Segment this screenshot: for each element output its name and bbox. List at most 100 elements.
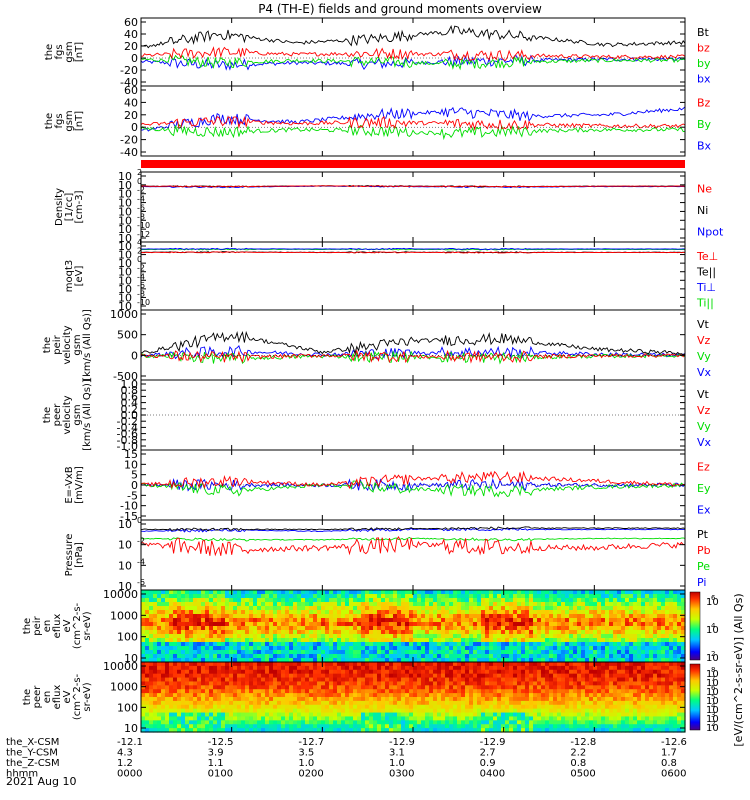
svg-text:-5: -5 xyxy=(127,489,138,502)
svg-text:-8: -8 xyxy=(137,289,145,298)
legend-vt: Vt xyxy=(697,388,710,401)
svg-text:10: 10 xyxy=(706,597,719,608)
ytick-label: 10 2 xyxy=(118,168,142,183)
ytick-label: 10 -10 xyxy=(118,298,150,313)
ytick-label: -0.2 xyxy=(117,415,138,428)
ephemeris-value: -12.9 xyxy=(480,737,506,748)
mode-bar xyxy=(141,160,685,168)
panel-10-ylabel: en xyxy=(42,691,53,704)
legend-ti: Ti⊥ xyxy=(696,281,716,294)
svg-text:4: 4 xyxy=(711,622,716,630)
legend-bt: Bt xyxy=(697,26,710,39)
series-ne xyxy=(141,184,685,188)
ytick-label: 10000 xyxy=(103,588,138,601)
panel-7-ylabel: E=-VxB xyxy=(64,466,75,503)
ytick-label: 10 -6 xyxy=(118,281,145,296)
panel-9-ylabel: eV xyxy=(62,619,73,632)
ephemeris-value: -12.5 xyxy=(208,737,234,748)
svg-text:-2: -2 xyxy=(137,264,145,273)
ytick-label: 100 xyxy=(117,631,138,644)
colorbar-10 xyxy=(689,663,701,731)
colorbar-tick: 104 xyxy=(706,702,719,716)
svg-text:20: 20 xyxy=(124,109,138,122)
svg-text:10: 10 xyxy=(118,170,132,183)
svg-text:10: 10 xyxy=(118,249,132,262)
ephemeris-value: -12.6 xyxy=(661,737,687,748)
svg-text:60: 60 xyxy=(124,84,138,97)
series-bt xyxy=(141,24,685,49)
svg-text:10: 10 xyxy=(706,653,719,664)
panel-9-ylabel: peir xyxy=(32,615,43,635)
ytick-label: 10 -6 xyxy=(118,203,145,218)
ephemeris-value: 0200 xyxy=(298,769,323,780)
series-pe xyxy=(141,536,685,542)
series-vt xyxy=(141,330,685,355)
ephemeris-value: 0.8 xyxy=(570,758,586,769)
series-npot xyxy=(141,185,685,189)
ytick-label: 10 2 xyxy=(118,247,142,262)
ytick-label: 40 xyxy=(124,28,138,41)
ephemeris-value: 2.2 xyxy=(570,748,586,759)
ytick-label: 1.0 xyxy=(121,378,139,391)
panel-6-ylabel: peer xyxy=(52,403,63,427)
ytick-label: -0.8 xyxy=(117,434,138,447)
ytick-label: 40 xyxy=(124,96,138,109)
svg-text:2: 2 xyxy=(711,650,715,658)
colorbar-tick: 104 xyxy=(706,622,719,636)
ytick-label: 10 -2 xyxy=(118,186,145,201)
panel-10-ylabel: eflux xyxy=(52,685,63,710)
colorbar-tick: 102 xyxy=(706,650,719,664)
panel-2-ylabel: gsm xyxy=(64,110,75,131)
panel-4-ylabel: moqt3 xyxy=(64,260,75,293)
svg-text:10: 10 xyxy=(118,205,132,218)
series-te xyxy=(141,251,685,254)
panel-6-ylabel: the xyxy=(42,407,53,423)
ephemeris-value: -12.9 xyxy=(389,737,415,748)
ytick-label: 10000 xyxy=(103,660,138,673)
date-label: 2021 Aug 10 xyxy=(6,775,76,788)
ephemeris-value: 1.2 xyxy=(117,758,133,769)
ephemeris-table: the_X-CSM -12.1 -12.5 -12.7 -12.9 -12.9 -12.8 -… xyxy=(6,737,687,780)
ytick-label: 60 xyxy=(124,84,138,97)
svg-text:2: 2 xyxy=(137,168,142,177)
ephemeris-value: 1.7 xyxy=(661,748,677,759)
panel-2-ylabel: fgs xyxy=(54,113,65,128)
legend-vz: Vz xyxy=(697,334,711,347)
panel-5-ylabel: the xyxy=(42,337,53,353)
legend-pb: Pb xyxy=(697,544,711,557)
legend-bx: Bx xyxy=(697,139,712,152)
panel-9-ylabel: en xyxy=(42,620,53,633)
ytick-label: 1000 xyxy=(110,681,138,694)
svg-text:10: 10 xyxy=(118,197,132,210)
ytick-label: -500 xyxy=(113,370,138,383)
svg-text:0.2: 0.2 xyxy=(121,403,139,416)
svg-text:4: 4 xyxy=(137,238,142,247)
svg-text:40: 40 xyxy=(124,96,138,109)
svg-text:10: 10 xyxy=(118,223,132,236)
panel-3-ylabel: Density xyxy=(54,188,65,226)
svg-text:0: 0 xyxy=(137,516,142,525)
panel-6-ylabel: [km/s (All Qs)] xyxy=(82,379,93,451)
legend-npot: Npot xyxy=(697,225,724,238)
svg-text:0: 0 xyxy=(131,349,138,362)
legend-vx: Vx xyxy=(697,436,712,449)
svg-text:-40: -40 xyxy=(120,76,138,89)
svg-text:10: 10 xyxy=(118,559,132,572)
ytick-label: 1000 xyxy=(110,609,138,622)
ytick-label: 10 xyxy=(124,458,138,471)
legend-ti: Ti|| xyxy=(696,296,714,309)
colorbar-tick: 106 xyxy=(706,594,719,608)
panel-3-frame xyxy=(140,171,686,243)
colorbar-label: [eV/(cm^2-s-sr-eV)] (All Qs) xyxy=(732,593,745,746)
svg-text:-1.0: -1.0 xyxy=(117,440,138,453)
series-bz xyxy=(141,46,685,61)
svg-text:10: 10 xyxy=(118,580,132,593)
ytick-label: 0.2 xyxy=(121,403,139,416)
legend-vz: Vz xyxy=(697,404,711,417)
panel-10-ylabel: the xyxy=(22,689,33,705)
ytick-label: 1000 xyxy=(110,308,138,321)
svg-text:10: 10 xyxy=(118,283,132,296)
